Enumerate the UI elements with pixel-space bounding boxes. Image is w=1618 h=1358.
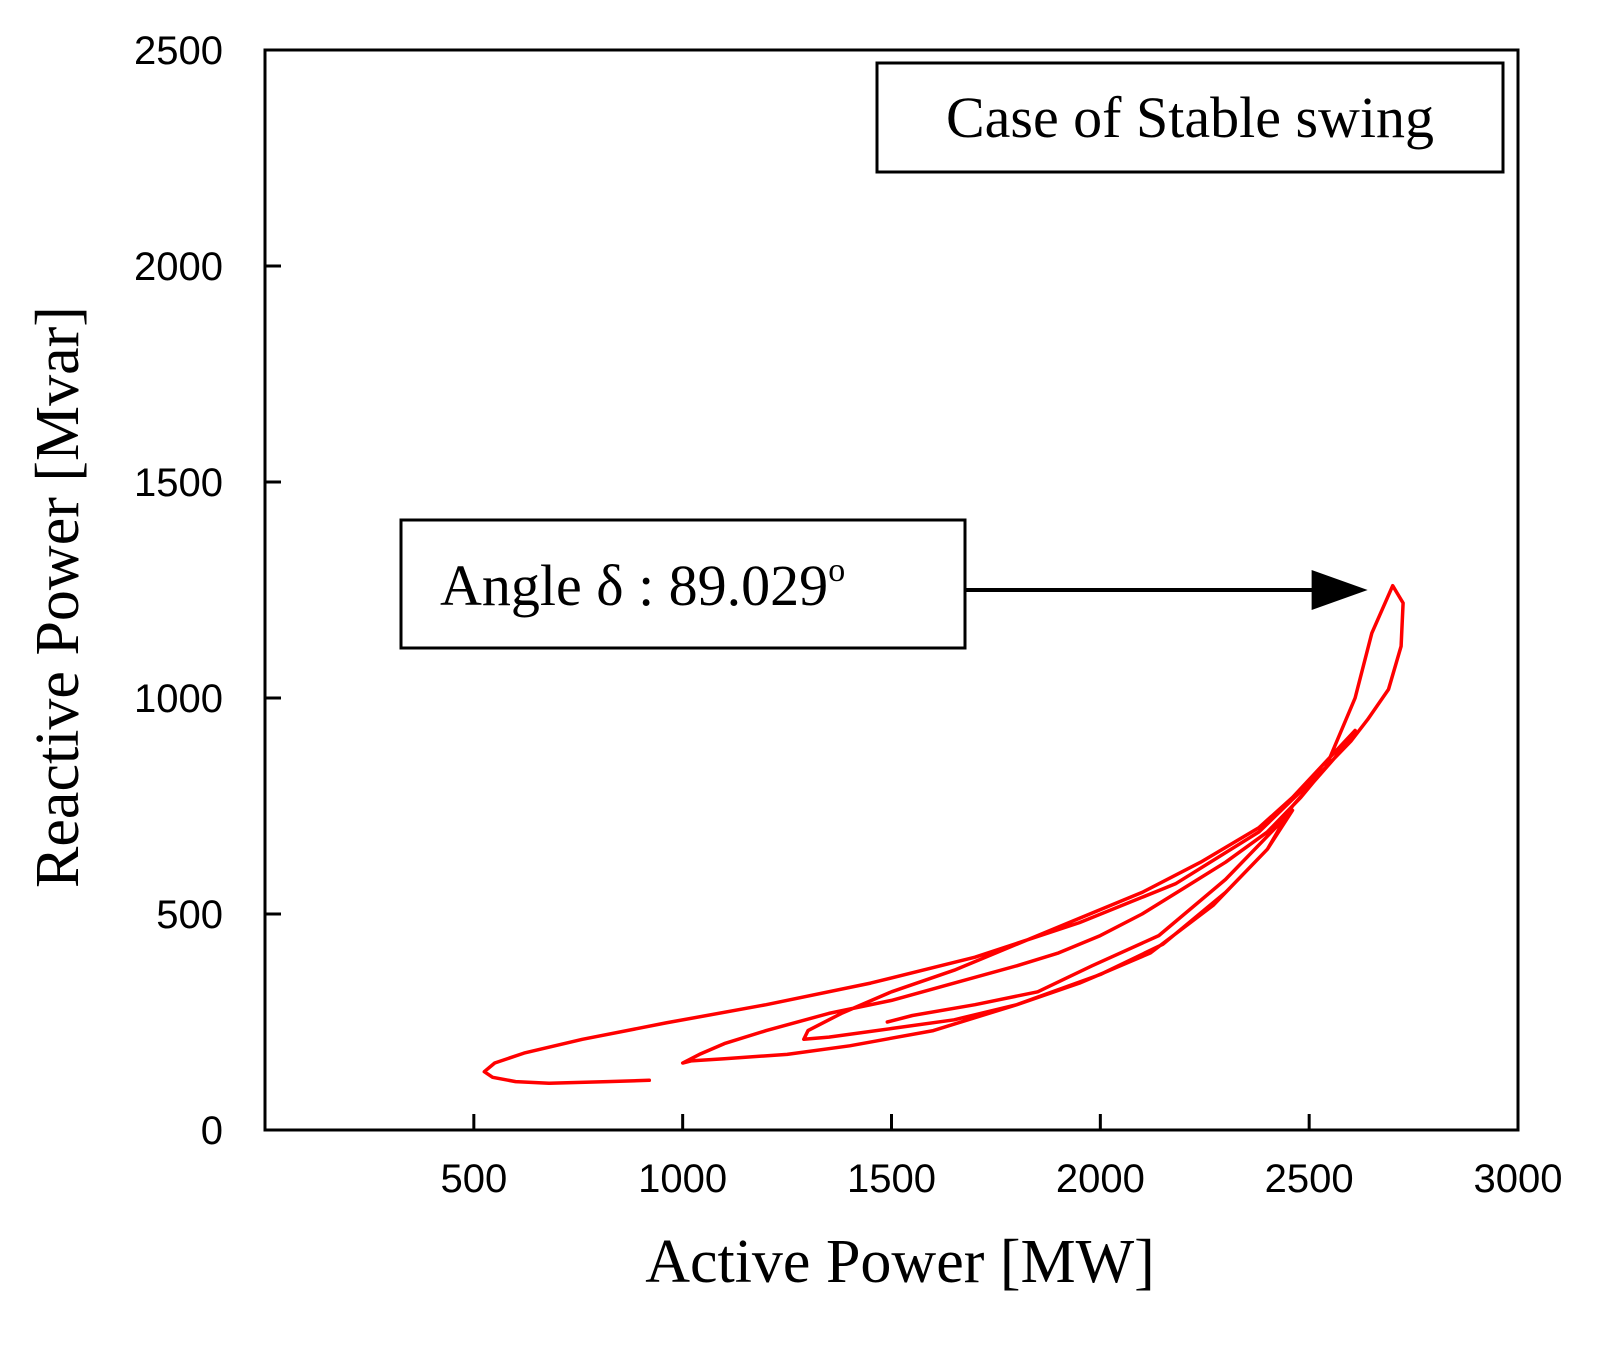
x-tick-label: 2000 bbox=[1056, 1157, 1145, 1201]
series-layer bbox=[482, 583, 1405, 1086]
x-tick-label: 1500 bbox=[847, 1157, 936, 1201]
x-tick-label: 3000 bbox=[1474, 1157, 1563, 1201]
y-tick-label: 2500 bbox=[134, 29, 223, 73]
y-axis-title: Reactive Power [Mvar] bbox=[24, 306, 92, 888]
angle-label-degree: o bbox=[828, 552, 845, 589]
y-tick-label: 2000 bbox=[134, 245, 223, 289]
y-tick-label: 1000 bbox=[134, 677, 223, 721]
x-axis-title: Active Power [MW] bbox=[645, 1228, 1155, 1296]
series-line bbox=[482, 583, 1405, 1086]
x-tick-label: 2500 bbox=[1265, 1157, 1354, 1201]
y-tick-label: 1500 bbox=[134, 461, 223, 505]
y-tick-label: 500 bbox=[156, 893, 223, 937]
angle-label-main: Angle δ : 89.029 bbox=[440, 553, 828, 618]
x-tick-label: 1000 bbox=[638, 1157, 727, 1201]
angle-label-text: Angle δ : 89.029o bbox=[440, 552, 845, 618]
angle-label-box bbox=[399, 518, 967, 650]
ticks-layer: 0 500 1000 1500 2000 2500 500 1000 1500 2000 2500 3… bbox=[134, 29, 1562, 1201]
case-label-text: Case of Stable swing bbox=[946, 85, 1434, 150]
x-tick-label: 500 bbox=[440, 1157, 507, 1201]
angle-arrow-head bbox=[1311, 570, 1368, 610]
case-label-box bbox=[875, 61, 1505, 174]
y-tick-label: 0 bbox=[201, 1109, 223, 1153]
